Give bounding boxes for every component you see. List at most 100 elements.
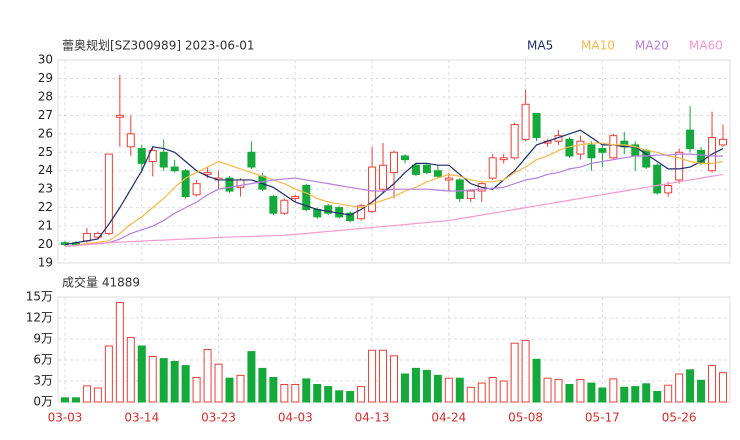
candle-body bbox=[368, 166, 377, 212]
x-tick-label: 05-17 bbox=[585, 411, 620, 425]
candle-body bbox=[324, 205, 333, 214]
candle-body bbox=[192, 183, 201, 196]
candle-body bbox=[532, 113, 541, 139]
volume-bar bbox=[181, 365, 190, 403]
volume-bar bbox=[686, 369, 695, 403]
candle-body bbox=[598, 148, 607, 153]
candle-body bbox=[521, 103, 530, 140]
y-tick-label: 25 bbox=[38, 145, 53, 159]
y-tick-label: 15万 bbox=[26, 290, 53, 304]
volume-bar bbox=[521, 339, 530, 403]
volume-bar bbox=[664, 384, 673, 403]
volume-bar bbox=[203, 349, 212, 403]
y-tick-label: 27 bbox=[38, 108, 53, 122]
volume-bar bbox=[631, 386, 640, 403]
volume-bar bbox=[543, 377, 552, 403]
volume-bar bbox=[708, 365, 717, 403]
y-tick-label: 9万 bbox=[33, 332, 53, 346]
volume-bar bbox=[159, 358, 168, 403]
ma-line bbox=[64, 173, 724, 247]
candle-body bbox=[510, 124, 519, 159]
volume-bar bbox=[368, 349, 377, 403]
volume-bar bbox=[675, 373, 684, 403]
volume-bar bbox=[642, 383, 651, 403]
ma-line bbox=[64, 153, 723, 247]
candle-body bbox=[137, 148, 146, 164]
volume-bar bbox=[697, 379, 706, 403]
candle-body bbox=[664, 184, 673, 194]
volume-bar bbox=[269, 377, 278, 403]
volume-bar bbox=[247, 351, 256, 403]
ma-line bbox=[64, 142, 724, 247]
candle-body bbox=[126, 133, 135, 148]
volume-bar bbox=[291, 384, 300, 403]
candle-body bbox=[115, 114, 124, 118]
volume-bar bbox=[379, 349, 388, 403]
y-tick-label: 0万 bbox=[33, 395, 53, 409]
volume-bar bbox=[335, 390, 344, 403]
candle-body bbox=[444, 177, 453, 181]
volume-bar bbox=[576, 379, 585, 403]
x-tick-label: 03-23 bbox=[201, 411, 236, 425]
candle-body bbox=[170, 166, 179, 172]
y-tick-label: 3万 bbox=[33, 374, 53, 388]
volume-bar bbox=[719, 372, 727, 403]
volume-bar bbox=[444, 377, 453, 403]
volume-bar bbox=[82, 385, 91, 403]
y-tick-label: 28 bbox=[38, 89, 53, 103]
volume-bar bbox=[400, 373, 409, 403]
candle-body bbox=[488, 157, 497, 179]
candle-body bbox=[576, 140, 585, 155]
volume-bar bbox=[390, 355, 398, 403]
candle-body bbox=[313, 208, 322, 218]
volume-bar bbox=[433, 374, 442, 403]
candle-body bbox=[93, 232, 102, 238]
x-tick-label: 05-08 bbox=[508, 411, 543, 425]
volume-bar bbox=[598, 387, 607, 403]
candle-body bbox=[422, 164, 431, 174]
volume-bar bbox=[258, 367, 267, 403]
candle-body bbox=[225, 177, 234, 192]
volume-bar bbox=[225, 377, 234, 403]
candle-body bbox=[587, 144, 596, 159]
volume-bar bbox=[477, 382, 486, 403]
candle-body bbox=[357, 205, 366, 220]
x-tick-label: 05-26 bbox=[662, 411, 697, 425]
candle-body bbox=[411, 164, 420, 175]
volume-bar bbox=[357, 386, 366, 403]
volume-bar bbox=[115, 302, 124, 403]
x-tick-label: 04-13 bbox=[355, 411, 390, 425]
volume-bar bbox=[609, 378, 618, 403]
y-tick-label: 21 bbox=[38, 219, 53, 233]
volume-bar bbox=[148, 356, 157, 403]
candle-body bbox=[280, 199, 289, 214]
y-tick-label: 29 bbox=[38, 71, 53, 85]
volume-bar bbox=[510, 342, 519, 403]
volume-bar bbox=[324, 386, 333, 403]
volume-bar bbox=[422, 370, 431, 403]
volume-bar bbox=[71, 397, 80, 403]
x-tick-label: 04-03 bbox=[278, 411, 313, 425]
candle-body bbox=[82, 232, 91, 242]
legend-label: MA10 bbox=[581, 39, 615, 53]
candle-body bbox=[390, 151, 398, 174]
candle-body bbox=[148, 149, 157, 163]
y-tick-label: 20 bbox=[38, 237, 53, 251]
volume-bar bbox=[126, 337, 135, 403]
candle-body bbox=[653, 164, 662, 194]
legend-label: MA20 bbox=[635, 39, 669, 53]
volume-bar bbox=[313, 384, 322, 403]
candle-body bbox=[247, 151, 256, 168]
volume-bar bbox=[411, 367, 420, 403]
legend-label: MA5 bbox=[527, 39, 553, 53]
volume-bar bbox=[104, 345, 113, 403]
y-tick-label: 6万 bbox=[33, 353, 53, 367]
candle-body bbox=[346, 212, 355, 222]
x-tick-label: 03-14 bbox=[124, 411, 159, 425]
candle-body bbox=[686, 129, 695, 150]
y-tick-label: 12万 bbox=[26, 311, 53, 325]
candle-body bbox=[269, 196, 278, 214]
candle-body bbox=[609, 135, 618, 159]
x-tick-label: 03-03 bbox=[48, 411, 83, 425]
